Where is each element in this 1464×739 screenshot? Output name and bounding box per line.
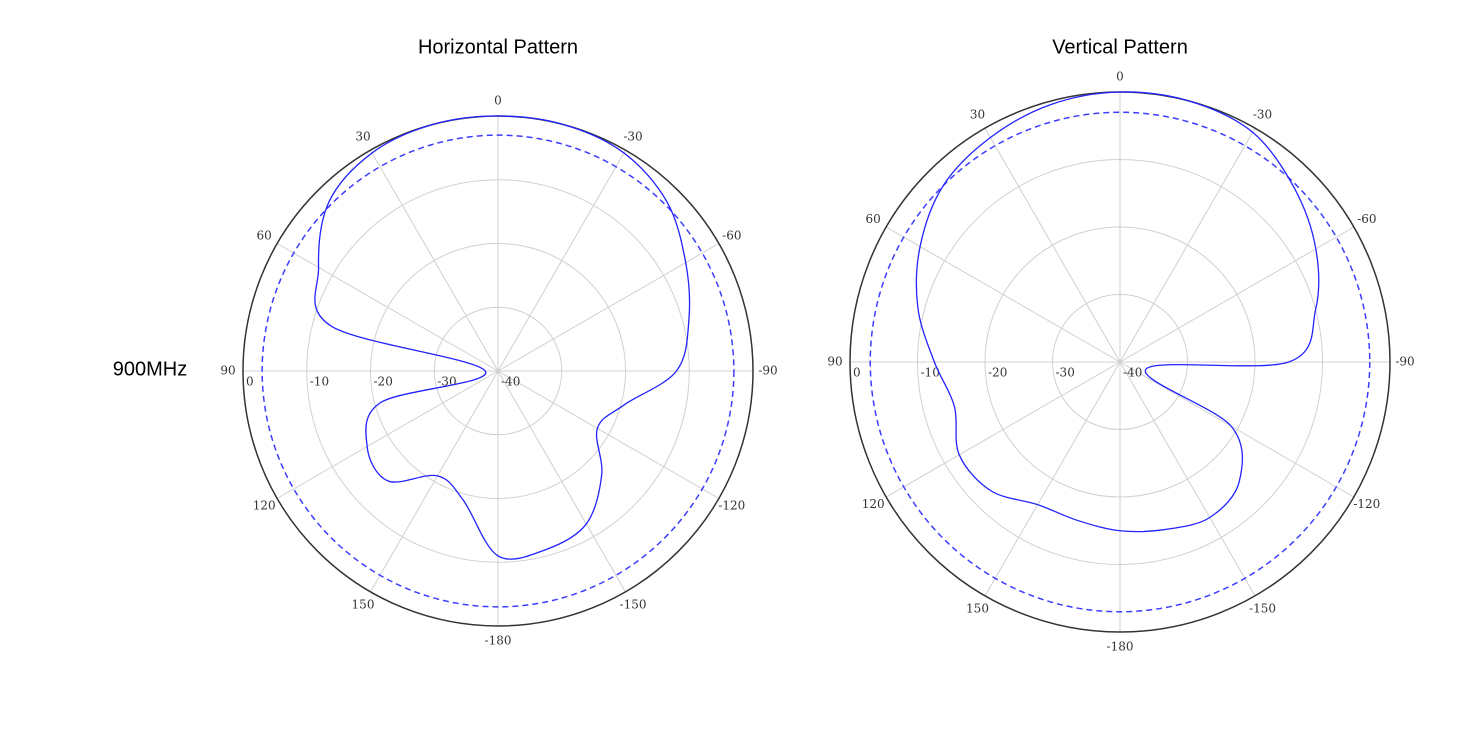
theta-tick-label: -180 <box>1107 640 1134 654</box>
theta-tick-label: -180 <box>485 634 512 648</box>
ring-grid-line <box>1052 294 1188 430</box>
theta-tick-label: 120 <box>862 497 885 511</box>
theta-tick-label: 60 <box>866 212 881 226</box>
r-tick-label: -30 <box>1056 366 1075 380</box>
theta-tick-label: -150 <box>620 597 647 611</box>
theta-tick-label: -30 <box>1253 108 1272 122</box>
r-tick-label: -20 <box>374 375 393 389</box>
theta-tick-label: 90 <box>827 355 842 369</box>
pattern-line <box>314 115 691 560</box>
r-tick-label: 0 <box>853 366 861 380</box>
theta-tick-label: 90 <box>220 364 235 378</box>
theta-tick-label: -90 <box>758 364 777 378</box>
reference-circle <box>869 111 1371 613</box>
theta-tick-label: 60 <box>257 229 272 243</box>
ring-grid-line <box>370 243 626 499</box>
theta-tick-label: -30 <box>623 130 642 144</box>
pattern-line <box>915 91 1320 533</box>
theta-tick-label: -120 <box>1353 497 1380 511</box>
theta-tick-label: 0 <box>494 94 502 108</box>
theta-tick-label: -90 <box>1395 355 1414 369</box>
chart-title: Horizontal Pattern <box>418 36 578 58</box>
r-tick-label: -10 <box>921 366 940 380</box>
r-tick-label: -40 <box>1123 366 1142 380</box>
theta-tick-label: 30 <box>355 130 370 144</box>
ring-grid-line <box>917 159 1323 565</box>
r-tick-label: 0 <box>246 375 254 389</box>
theta-tick-label: -120 <box>718 499 745 513</box>
theta-tick-label: 30 <box>970 108 985 122</box>
theta-tick-label: 150 <box>352 597 375 611</box>
reference-circle <box>261 134 735 608</box>
theta-tick-label: 120 <box>253 499 276 513</box>
r-tick-label: -10 <box>310 375 329 389</box>
theta-tick-label: 150 <box>966 601 989 615</box>
theta-tick-label: -150 <box>1249 601 1276 615</box>
r-tick-label: -40 <box>501 375 520 389</box>
ring-grid-line <box>306 179 690 563</box>
chart-title: Vertical Pattern <box>1052 36 1188 58</box>
r-tick-label: -20 <box>988 366 1007 380</box>
ring-grid-line <box>984 226 1256 498</box>
row-label: 900MHz <box>113 358 187 380</box>
theta-tick-label: -60 <box>722 229 741 243</box>
ring-grid-line <box>433 306 563 436</box>
theta-tick-label: 0 <box>1116 70 1124 84</box>
theta-tick-label: -60 <box>1357 212 1376 226</box>
